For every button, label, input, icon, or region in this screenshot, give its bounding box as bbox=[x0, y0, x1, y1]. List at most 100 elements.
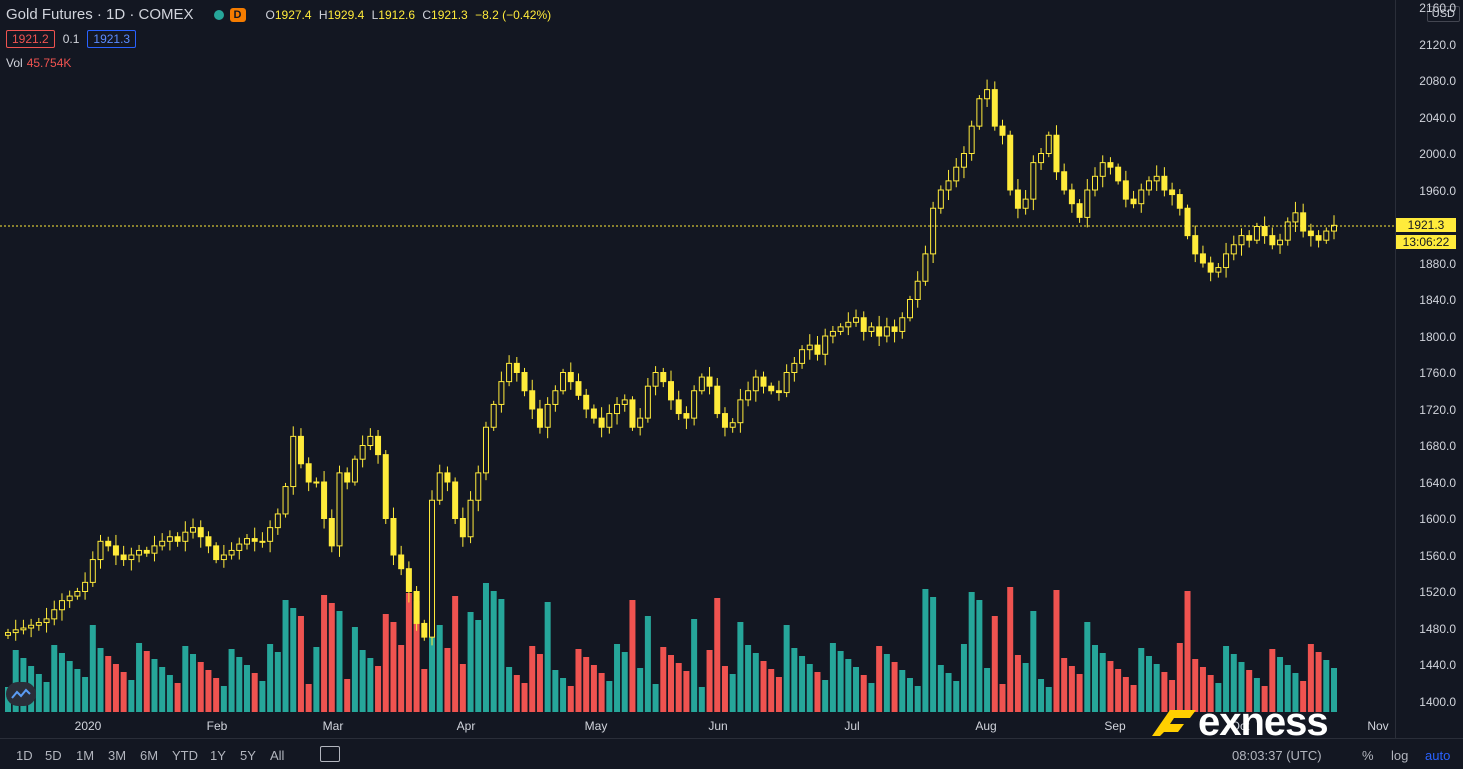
price-axis[interactable]: USD 2160.0 2120.0 2080.0 2040.0 2000.0 1960.0… bbox=[1395, 0, 1463, 738]
volume-bar bbox=[405, 593, 412, 712]
volume-bar bbox=[706, 650, 713, 712]
price-chart[interactable] bbox=[0, 0, 1395, 738]
volume-bar bbox=[1115, 669, 1122, 712]
volume-bar bbox=[398, 645, 405, 712]
date-range-icon[interactable] bbox=[320, 746, 340, 762]
candle-body bbox=[1253, 226, 1260, 241]
candle-body bbox=[775, 390, 782, 394]
clock[interactable]: 08:03:37 (UTC) bbox=[1232, 748, 1322, 763]
range-button-ytd[interactable]: YTD bbox=[172, 748, 198, 763]
candle-body bbox=[614, 403, 621, 415]
range-button-5y[interactable]: 5Y bbox=[240, 748, 256, 763]
candle-body bbox=[860, 317, 867, 332]
percent-toggle[interactable]: % bbox=[1362, 748, 1374, 763]
volume-bar bbox=[1138, 648, 1145, 712]
candle-body bbox=[922, 253, 929, 282]
bid-price[interactable]: 1921.2 bbox=[6, 30, 55, 48]
volume-bar bbox=[1084, 622, 1091, 712]
candle-body bbox=[637, 417, 644, 428]
range-button-1y[interactable]: 1Y bbox=[210, 748, 226, 763]
volume-bar bbox=[274, 652, 281, 712]
tradingview-logo-icon[interactable] bbox=[6, 682, 36, 706]
range-button-1m[interactable]: 1M bbox=[76, 748, 95, 763]
volume-bar bbox=[583, 657, 590, 712]
volume-bar bbox=[984, 668, 991, 712]
currency-label[interactable]: USD bbox=[1426, 6, 1460, 22]
volume-bar bbox=[213, 678, 220, 712]
range-button-5d[interactable]: 5D bbox=[45, 748, 62, 763]
auto-toggle[interactable]: auto bbox=[1425, 748, 1451, 763]
volume-bar bbox=[143, 651, 150, 712]
volume-bar bbox=[945, 673, 952, 712]
volume-bar bbox=[1238, 662, 1245, 712]
candle-body bbox=[914, 280, 921, 300]
last-price-tag: 1921.3 bbox=[1396, 218, 1456, 232]
volume-bar bbox=[513, 675, 520, 712]
volume-bar bbox=[644, 616, 651, 712]
candle-body bbox=[590, 408, 597, 419]
candle-body bbox=[475, 472, 482, 501]
range-button-1d[interactable]: 1D bbox=[16, 748, 33, 763]
exness-logo: exness bbox=[1150, 700, 1329, 745]
candle-body bbox=[652, 372, 659, 387]
price-tick-label: 1880.0 bbox=[1419, 256, 1456, 271]
candle-body bbox=[906, 299, 913, 319]
candle-body bbox=[521, 372, 528, 392]
candle-body bbox=[552, 390, 559, 405]
ask-price[interactable]: 1921.3 bbox=[87, 30, 137, 48]
time-tick-label: Jun bbox=[708, 719, 728, 733]
volume-bar bbox=[529, 646, 536, 712]
volume-bar bbox=[421, 669, 428, 712]
range-button-6m[interactable]: 6M bbox=[140, 748, 159, 763]
volume-bar bbox=[259, 681, 266, 712]
candle-body bbox=[267, 527, 274, 542]
candle-body bbox=[482, 426, 489, 474]
range-button-all[interactable]: All bbox=[270, 748, 285, 763]
candle-body bbox=[1176, 194, 1183, 209]
candle-body bbox=[1130, 198, 1137, 205]
volume-bar bbox=[668, 655, 674, 712]
candle-body bbox=[89, 559, 96, 583]
volume-bar bbox=[66, 661, 73, 712]
volume-bar bbox=[151, 659, 158, 712]
candle-body bbox=[506, 362, 513, 383]
volume-bar bbox=[1223, 646, 1230, 712]
high-label: H bbox=[318, 7, 328, 22]
volume-bar bbox=[1207, 675, 1214, 712]
candle-body bbox=[698, 376, 705, 392]
candle-body bbox=[1300, 212, 1307, 232]
candle-body bbox=[837, 326, 844, 332]
volume-bar bbox=[922, 589, 929, 712]
candle-body bbox=[1145, 180, 1152, 191]
volume-bar bbox=[1184, 591, 1191, 712]
candle-body bbox=[799, 349, 806, 364]
log-toggle[interactable]: log bbox=[1391, 748, 1409, 763]
candle-body bbox=[120, 554, 127, 561]
symbol-title[interactable]: Gold Futures · 1D · COMEX bbox=[6, 6, 194, 23]
candle-body bbox=[1107, 162, 1114, 168]
volume-bar bbox=[351, 627, 358, 712]
volume-bar bbox=[413, 601, 420, 712]
volume-bar bbox=[506, 667, 513, 712]
candle-body bbox=[560, 372, 567, 392]
volume-bar bbox=[814, 672, 821, 712]
candle-body bbox=[714, 385, 721, 415]
volume-bar bbox=[321, 595, 328, 712]
candle-body bbox=[1184, 207, 1191, 237]
candle-body bbox=[536, 408, 543, 428]
volume-bar bbox=[220, 686, 227, 712]
candle-body bbox=[58, 600, 65, 611]
candle-body bbox=[1223, 253, 1230, 269]
candle-body bbox=[1284, 221, 1291, 241]
range-button-3m[interactable]: 3M bbox=[108, 748, 127, 763]
candle-body bbox=[1076, 203, 1083, 218]
low-label: L bbox=[371, 7, 379, 22]
volume-bar bbox=[1038, 679, 1045, 712]
close-value: 1921.3 bbox=[431, 7, 468, 22]
volume-bar bbox=[290, 608, 297, 712]
candle-body bbox=[691, 390, 698, 419]
volume-bar bbox=[768, 669, 775, 712]
volume-bar bbox=[853, 667, 860, 712]
volume-bar bbox=[521, 683, 528, 712]
candle-body bbox=[282, 486, 289, 515]
